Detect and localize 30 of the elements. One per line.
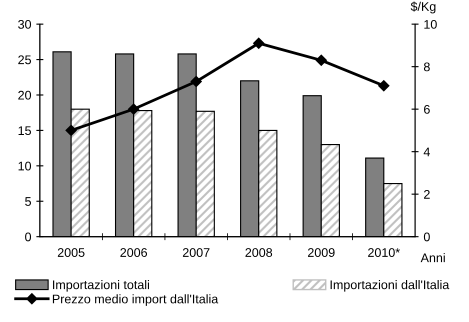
point xyxy=(316,54,327,66)
y-tick-label: 15 xyxy=(18,126,32,136)
x-tick-label: 2007 xyxy=(182,248,210,257)
y2-tick-label: 0 xyxy=(424,232,430,242)
legend-label: Importazioni totali xyxy=(53,280,149,292)
legend-label: Importazioni dall'Italia xyxy=(330,280,450,292)
y-tick-label: 5 xyxy=(25,197,32,206)
y-tick-label: 20 xyxy=(18,90,32,100)
x-tick-label: 2010* xyxy=(368,248,400,257)
y2-axis-title: $/Kg xyxy=(410,2,436,14)
y2-tick-label: 2 xyxy=(424,190,430,199)
x-tick-label: 2005 xyxy=(58,248,85,257)
y2-tick-label: 8 xyxy=(424,62,430,72)
legend-label: Prezzo medio import dall'Italia xyxy=(52,294,218,306)
y-tick-label: 10 xyxy=(18,162,32,170)
y-tick-label: 25 xyxy=(18,55,32,64)
x-axis-title: Anni xyxy=(420,253,445,262)
x-tick-label: 2006 xyxy=(120,248,148,257)
y2-tick-label: 4 xyxy=(424,148,430,156)
point xyxy=(190,76,202,88)
y-tick-label: 0 xyxy=(25,232,32,242)
point xyxy=(378,80,390,92)
point xyxy=(128,104,140,115)
point xyxy=(253,38,264,49)
y2-tick-label: 6 xyxy=(424,104,430,114)
x-tick-label: 2009 xyxy=(308,248,335,257)
point xyxy=(66,124,77,136)
y2-tick-label: 10 xyxy=(424,20,437,29)
x-tick-label: 2008 xyxy=(245,248,272,257)
y-tick-label: 30 xyxy=(18,20,32,29)
